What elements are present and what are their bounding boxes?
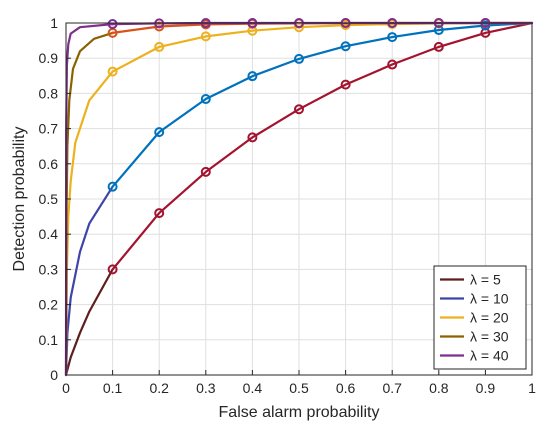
- series-marker: [107, 19, 118, 30]
- y-tick-label: 1: [50, 15, 58, 31]
- x-tick-label: 0.6: [336, 380, 356, 396]
- y-tick-label: 0.7: [39, 121, 59, 137]
- x-tick-label: 0.8: [429, 380, 449, 396]
- y-tick-label: 0.5: [39, 191, 59, 207]
- x-tick-label: 0.2: [149, 380, 169, 396]
- series-marker: [154, 41, 165, 52]
- series-marker: [154, 127, 165, 138]
- legend: λ = 5 λ = 10 λ = 20 λ = 30 λ = 40: [433, 265, 527, 370]
- series-marker: [247, 132, 258, 143]
- series-marker: [200, 94, 211, 105]
- series-marker: [247, 71, 258, 82]
- x-tick-label: 0.9: [476, 380, 496, 396]
- series-marker: [387, 59, 398, 70]
- series-marker: [200, 166, 211, 177]
- x-tick-label: 0.3: [196, 380, 216, 396]
- series-marker: [200, 31, 211, 42]
- series-marker: [340, 41, 351, 52]
- y-tick-label: 0: [50, 367, 58, 383]
- legend-label: λ = 20: [470, 310, 509, 326]
- series-marker: [107, 181, 118, 192]
- series-line-lambda-0-low: [64, 268, 114, 377]
- y-tick-label: 0.8: [39, 85, 59, 101]
- x-tick-label: 0.1: [103, 380, 123, 396]
- series-marker: [433, 41, 444, 52]
- x-axis-ticks: 0 0.1 0.2 0.3 0.4 0.5 0.6 0.7 0.8 0.9 1: [62, 370, 536, 396]
- series-marker: [107, 66, 118, 77]
- x-axis-label: False alarm probability: [219, 404, 380, 421]
- y-tick-label: 0.2: [39, 297, 59, 313]
- series-line-lambda-0: [111, 21, 534, 271]
- series-marker: [294, 104, 304, 115]
- y-tick-label: 0.6: [39, 156, 59, 172]
- series-line-lambda-1: [111, 21, 534, 188]
- series-marker: [294, 53, 304, 64]
- series-marker: [387, 32, 398, 43]
- series-marker: [107, 264, 118, 275]
- legend-label: λ = 40: [470, 348, 509, 364]
- y-tick-label: 0.4: [39, 226, 59, 242]
- series-marker: [154, 208, 165, 219]
- legend-label: λ = 10: [470, 291, 509, 307]
- y-tick-label: 0.9: [39, 50, 59, 66]
- x-tick-label: 0.7: [382, 380, 402, 396]
- legend-label: λ = 30: [470, 329, 509, 345]
- y-axis-label: Detection probability: [11, 127, 28, 272]
- x-tick-label: 0: [62, 380, 70, 396]
- series-marker: [340, 79, 351, 90]
- y-axis-ticks: 0 0.1 0.2 0.3 0.4 0.5 0.6 0.7 0.8 0.9 1: [39, 15, 71, 383]
- x-tick-label: 0.4: [243, 380, 263, 396]
- x-tick-label: 1: [528, 380, 536, 396]
- x-tick-label: 0.5: [289, 380, 309, 396]
- legend-label: λ = 5: [470, 272, 501, 288]
- y-tick-label: 0.1: [39, 332, 59, 348]
- y-tick-label: 0.3: [39, 261, 59, 277]
